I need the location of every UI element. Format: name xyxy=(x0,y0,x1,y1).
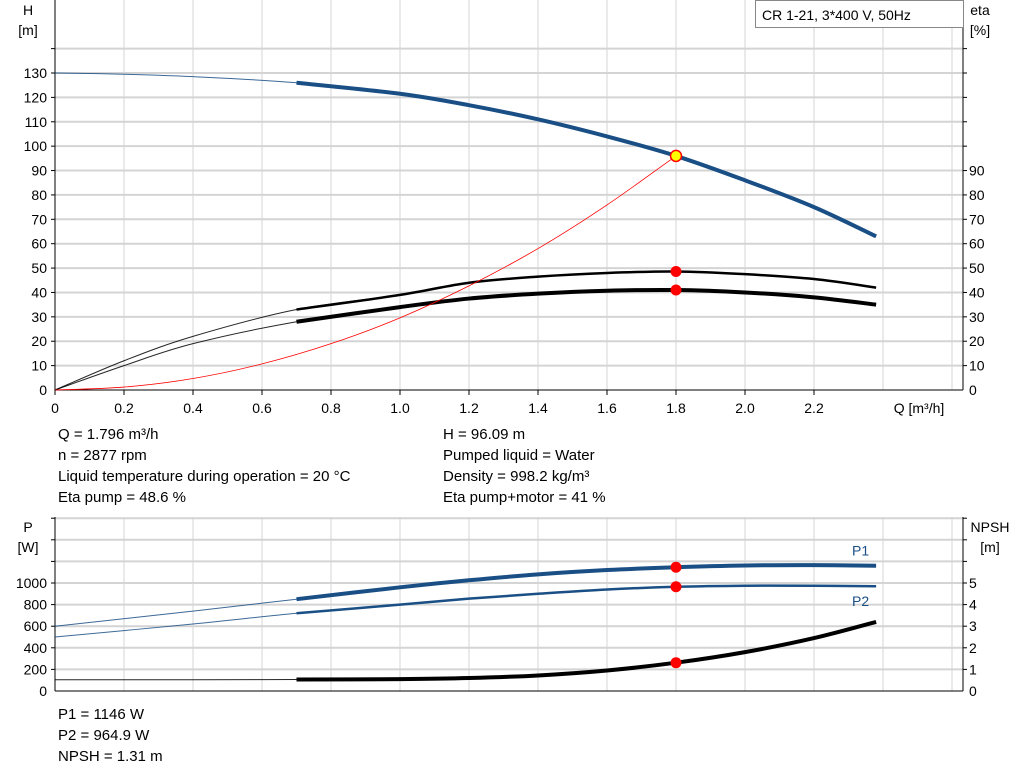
x-tick-label: 2.0 xyxy=(735,400,755,416)
series-line-eta-total-operating xyxy=(296,287,877,324)
y2-tick-label: 0 xyxy=(969,683,977,699)
info-npsh: NPSH = 1.31 m xyxy=(58,748,163,765)
y-tick-label: 30 xyxy=(31,309,47,325)
series-line-eta-pump xyxy=(54,270,877,391)
y-tick-label: 800 xyxy=(24,597,48,613)
y-tick-label: 0 xyxy=(39,683,47,699)
y2-axis-unit: [m] xyxy=(980,539,999,555)
info-n: n = 2877 rpm xyxy=(58,447,147,464)
y2-tick-label: 70 xyxy=(969,211,985,227)
chart-title: CR 1-21, 3*400 V, 50Hz xyxy=(762,7,911,23)
y-tick-label: 100 xyxy=(24,138,48,154)
info-p1: P1 = 1146 W xyxy=(58,706,145,723)
y2-axis-label: eta xyxy=(970,2,990,18)
y2-tick-label: 10 xyxy=(969,358,985,374)
series-line-p1 xyxy=(54,564,877,627)
y-tick-label: 60 xyxy=(31,236,47,252)
x-tick-label: 0.4 xyxy=(183,400,203,416)
x-tick-label: 2.2 xyxy=(804,400,824,416)
operating-point xyxy=(669,149,683,163)
series-label-p1: P1 xyxy=(852,543,869,559)
y2-tick-label: 30 xyxy=(969,309,985,325)
y2-tick-label: 80 xyxy=(969,187,985,203)
y2-axis-label: NPSH xyxy=(971,519,1010,535)
y-tick-label: 130 xyxy=(24,65,48,81)
series-line-p2 xyxy=(54,585,877,638)
y2-tick-label: 0 xyxy=(969,382,977,398)
series-line-p1-operating xyxy=(296,563,877,602)
y2-tick-label: 40 xyxy=(969,284,985,300)
operating-point xyxy=(670,284,682,296)
y-axis-label: P xyxy=(23,519,32,535)
y-tick-label: 50 xyxy=(31,260,47,276)
operating-point xyxy=(670,581,682,593)
y2-tick-label: 3 xyxy=(969,618,977,634)
series-label-p2: P2 xyxy=(852,593,869,609)
y-tick-label: 120 xyxy=(24,89,48,105)
y-tick-label: 80 xyxy=(31,187,47,203)
info-q: Q = 1.796 m³/h xyxy=(58,426,159,443)
y-tick-label: 200 xyxy=(24,661,48,677)
y-tick-label: 20 xyxy=(31,333,47,349)
y2-tick-label: 5 xyxy=(969,575,977,591)
y-tick-label: 0 xyxy=(39,382,47,398)
y2-axis-unit: [%] xyxy=(970,22,990,38)
x-tick-label: 1.2 xyxy=(459,400,479,416)
info-left: Q = 1.796 m³/h n = 2877 rpm Liquid tempe… xyxy=(58,424,350,508)
operating-point xyxy=(670,265,682,277)
operating-point xyxy=(670,561,682,573)
info-eta-total: Eta pump+motor = 41 % xyxy=(443,489,606,506)
y2-tick-label: 20 xyxy=(969,333,985,349)
y2-tick-label: 90 xyxy=(969,163,985,179)
x-axis-label: Q [m³/h] xyxy=(894,400,945,416)
x-tick-label: 1.4 xyxy=(528,400,548,416)
series-line-h-operating xyxy=(296,80,877,239)
y-axis-label: H xyxy=(23,2,33,18)
x-tick-label: 0.2 xyxy=(114,400,134,416)
y2-tick-label: 1 xyxy=(969,661,977,677)
info-density: Density = 998.2 kg/m³ xyxy=(443,468,590,485)
series-line-eta-total xyxy=(54,289,877,391)
x-tick-label: 0.6 xyxy=(252,400,272,416)
series-line-eta-pump-operating xyxy=(296,270,877,311)
y2-tick-label: 2 xyxy=(969,640,977,656)
y-axis-unit: [m] xyxy=(18,22,37,38)
y2-tick-label: 50 xyxy=(969,260,985,276)
y2-tick-label: 60 xyxy=(969,236,985,252)
y-tick-label: 40 xyxy=(31,284,47,300)
y-tick-label: 110 xyxy=(25,114,48,130)
x-tick-label: 0.8 xyxy=(321,400,341,416)
info-p2: P2 = 964.9 W xyxy=(58,727,150,744)
series-line-system xyxy=(54,155,677,391)
info-liquid: Pumped liquid = Water xyxy=(443,447,595,464)
info-right: H = 96.09 m Pumped liquid = Water Densit… xyxy=(443,424,606,508)
x-tick-label: 1.0 xyxy=(390,400,410,416)
y-tick-label: 90 xyxy=(31,163,47,179)
y-tick-label: 600 xyxy=(24,618,48,634)
x-tick-label: 1.6 xyxy=(597,400,617,416)
info-h: H = 96.09 m xyxy=(443,426,526,443)
y-tick-label: 400 xyxy=(24,640,48,656)
info-eta-pump: Eta pump = 48.6 % xyxy=(58,489,186,506)
info-temp: Liquid temperature during operation = 20… xyxy=(58,468,351,485)
series-line-p2-operating xyxy=(296,584,877,615)
y-tick-label: 10 xyxy=(31,358,47,374)
operating-point xyxy=(670,657,682,669)
y-tick-label: 1000 xyxy=(16,575,47,591)
title-box xyxy=(755,0,964,28)
x-tick-label: 1.8 xyxy=(666,400,686,416)
y-axis-unit: [W] xyxy=(18,539,39,555)
y2-tick-label: 4 xyxy=(969,597,977,613)
x-tick-label: 0 xyxy=(51,400,59,416)
series-line-npsh-operating xyxy=(296,619,877,682)
info-bottom: P1 = 1146 W P2 = 964.9 W NPSH = 1.31 m xyxy=(58,704,163,767)
y-tick-label: 70 xyxy=(31,211,47,227)
